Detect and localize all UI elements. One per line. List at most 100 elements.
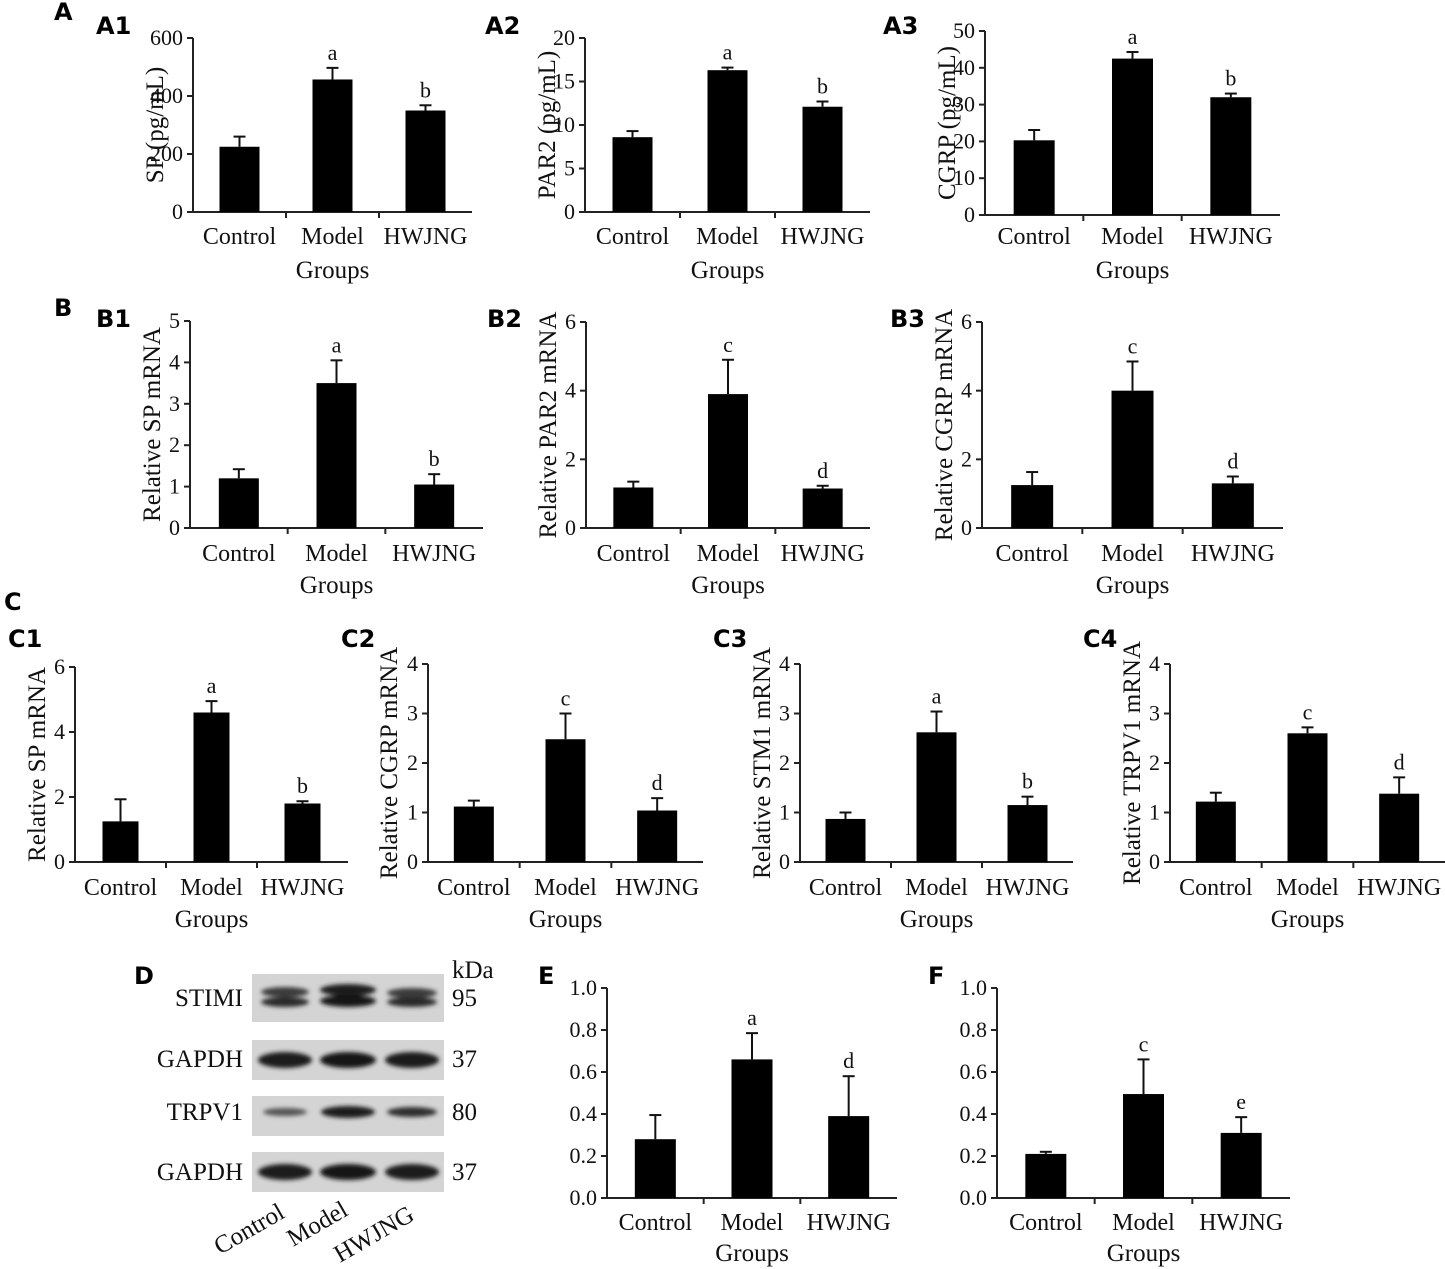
y-tick-label: 0.8	[570, 1017, 598, 1042]
category-label: Model	[1276, 875, 1339, 901]
y-tick-label: 4	[961, 378, 972, 403]
bar	[453, 806, 494, 862]
significance-label: c	[723, 332, 733, 357]
chart-b3: B3 0 2 4 6 Control c Model d HWJNG Groups Relative …	[890, 305, 1283, 599]
y-axis-title: Relative CGRP mRNA	[376, 647, 403, 879]
significance-label: c	[1128, 333, 1138, 358]
y-tick-label: 5	[169, 308, 180, 333]
section-label-d: D	[134, 962, 154, 990]
significance-label: e	[1236, 1089, 1246, 1114]
y-tick-label: 0.8	[960, 1017, 988, 1042]
category-label: Control	[437, 875, 511, 901]
y-tick-label: 4	[779, 651, 790, 676]
chart-e: 0.0 0.2 0.4 0.6 0.8 1.0 Control a Model d HWJNG Gro…	[570, 975, 897, 1267]
y-axis-title: CGRP (pg/mL)	[934, 46, 961, 200]
y-tick-label: 30	[953, 92, 975, 117]
y-tick-label: 3	[169, 391, 180, 416]
category-label: Control	[997, 224, 1071, 250]
x-axis-title: Groups	[900, 906, 974, 933]
category-label: Model	[1112, 1210, 1175, 1236]
blot-strip-stimi	[252, 974, 444, 1022]
bar	[1220, 1132, 1262, 1198]
bar	[1210, 97, 1252, 215]
y-tick-label: 6	[54, 654, 65, 679]
significance-label: a	[932, 684, 942, 709]
panel-label: C4	[1083, 625, 1117, 653]
x-axis-title: Groups	[175, 906, 249, 933]
panel-label: B2	[487, 305, 522, 333]
panel-label: B3	[890, 305, 925, 333]
chart-c4: C4 0 1 2 3 4 Control c Model d HWJNG Groups Relative…	[1083, 625, 1445, 933]
bar	[612, 137, 653, 212]
bar	[1112, 58, 1153, 215]
blot-strip-gapdh-2	[252, 1152, 444, 1192]
western-blot-panel: kDa STIMI 95 GAPDH 37	[157, 957, 494, 1268]
y-tick-label: 1	[779, 800, 790, 825]
category-label: Control	[995, 541, 1069, 567]
y-tick-label: 4	[407, 651, 418, 676]
category-label: HWJNG	[1191, 541, 1275, 567]
x-axis-title: Groups	[715, 1240, 789, 1267]
category-label: HWJNG	[1189, 224, 1273, 250]
bar	[1025, 1153, 1067, 1198]
category-label: Model	[1101, 224, 1164, 250]
y-tick-label: 4	[169, 349, 180, 374]
significance-label: a	[207, 673, 217, 698]
y-tick-label: 6	[961, 309, 972, 334]
bar	[708, 394, 748, 528]
bar	[193, 712, 230, 862]
category-label: Control	[1009, 1210, 1083, 1236]
bar	[1011, 485, 1054, 528]
panel-label: C3	[713, 625, 747, 653]
chart-f: 0.0 0.2 0.4 0.6 0.8 1.0 Control c Model e HWJNG Gro…	[960, 975, 1290, 1267]
bar	[1287, 733, 1328, 862]
x-axis-title: Groups	[1096, 572, 1170, 599]
significance-label: d	[652, 770, 663, 795]
y-axis-title: SP (pg/mL)	[142, 67, 169, 183]
x-axis-title: Groups	[691, 257, 765, 284]
significance-label: c	[1139, 1031, 1149, 1056]
y-tick-label: 0.4	[570, 1101, 598, 1126]
category-label: Control	[619, 1210, 693, 1236]
y-tick-label: 0	[54, 849, 65, 874]
y-tick-label: 0.0	[960, 1185, 988, 1210]
y-tick-label: 0.6	[960, 1059, 988, 1084]
bar	[637, 810, 678, 862]
y-tick-label: 0	[169, 515, 180, 540]
y-tick-label: 5	[564, 156, 575, 181]
category-label: Model	[1101, 541, 1164, 567]
y-tick-label: 15	[553, 69, 575, 94]
x-axis-title: Groups	[529, 906, 603, 933]
y-tick-label: 4	[565, 378, 576, 403]
bar	[405, 110, 446, 212]
bar	[802, 488, 843, 528]
blot-protein-label: GAPDH	[157, 1159, 243, 1186]
significance-label: b	[420, 77, 431, 102]
blot-protein-label: STIMI	[175, 985, 243, 1012]
blot-kda-label: 37	[452, 1046, 477, 1073]
category-label: Model	[534, 875, 597, 901]
significance-label: a	[747, 1005, 757, 1030]
y-axis-title: Relative CGRP mRNA	[931, 309, 958, 541]
y-tick-label: 1.0	[570, 975, 598, 1000]
category-label: HWJNG	[1357, 875, 1441, 901]
significance-label: d	[843, 1048, 854, 1073]
bar	[828, 1116, 870, 1198]
category-label: Model	[305, 541, 368, 567]
y-tick-label: 3	[1149, 701, 1160, 726]
blot-kda-label: 37	[452, 1159, 477, 1186]
category-label: HWJNG	[261, 875, 345, 901]
bar	[1195, 801, 1236, 862]
significance-label: b	[1022, 769, 1033, 794]
category-label: HWJNG	[781, 224, 865, 250]
chart-a2: A2 0 5 10 15 20 Control a Model b HWJNG Groups PAR2 …	[485, 12, 870, 284]
y-tick-label: 1	[1149, 800, 1160, 825]
significance-label: b	[817, 74, 828, 99]
y-tick-label: 0	[565, 515, 576, 540]
category-label: HWJNG	[392, 541, 476, 567]
section-label-a: A	[54, 0, 73, 26]
panel-label: C2	[341, 625, 375, 653]
blot-lane-label: Control	[210, 1199, 290, 1261]
y-tick-label: 0.6	[570, 1059, 598, 1084]
panel-label: A1	[96, 12, 131, 40]
